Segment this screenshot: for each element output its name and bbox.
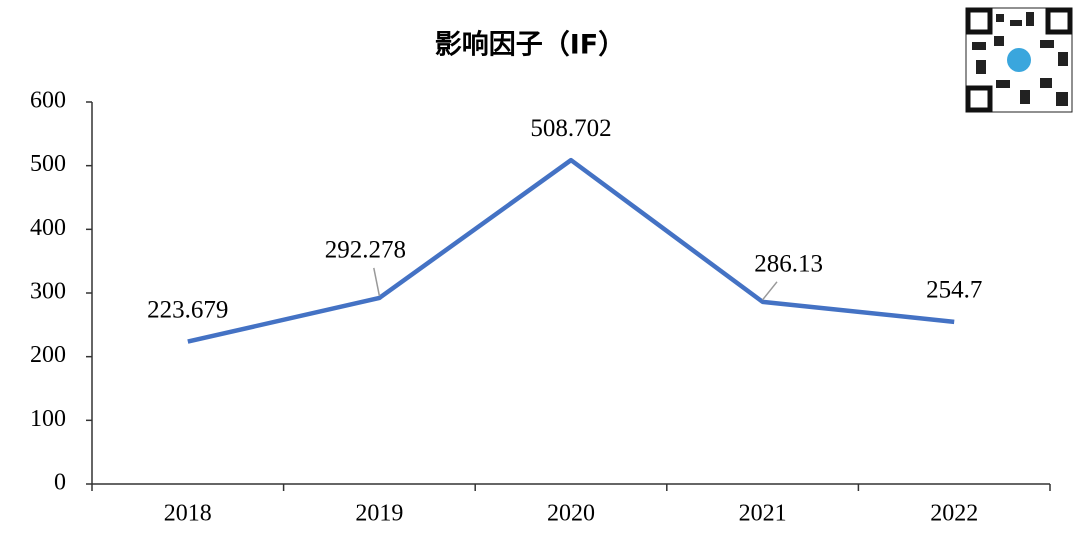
data-label: 223.679 — [147, 296, 228, 323]
y-tick-label: 600 — [30, 88, 66, 114]
leader-line — [373, 267, 381, 297]
y-tick-label: 100 — [30, 406, 66, 432]
y-tick-label: 500 — [30, 151, 66, 177]
data-label: 292.278 — [325, 237, 406, 264]
data-label: 508.702 — [530, 115, 611, 142]
chart-title: 影响因子（IF） — [435, 29, 626, 61]
data-label: 254.7 — [926, 277, 982, 304]
qr-code — [965, 7, 1073, 113]
data-label: 286.13 — [754, 251, 823, 278]
x-tick-label: 2022 — [930, 501, 978, 527]
leader-line — [762, 281, 778, 301]
x-tick-label: 2018 — [164, 501, 212, 527]
line — [187, 157, 955, 344]
y-tick-label: 200 — [30, 342, 66, 368]
y-tick-label: 300 — [30, 279, 66, 305]
x-tick-label: 2020 — [547, 501, 595, 527]
y-tick-label: 0 — [54, 470, 66, 496]
x-tick-label: 2019 — [355, 501, 403, 527]
x-tick-label: 2021 — [739, 501, 787, 527]
y-tick-label: 400 — [30, 215, 66, 241]
